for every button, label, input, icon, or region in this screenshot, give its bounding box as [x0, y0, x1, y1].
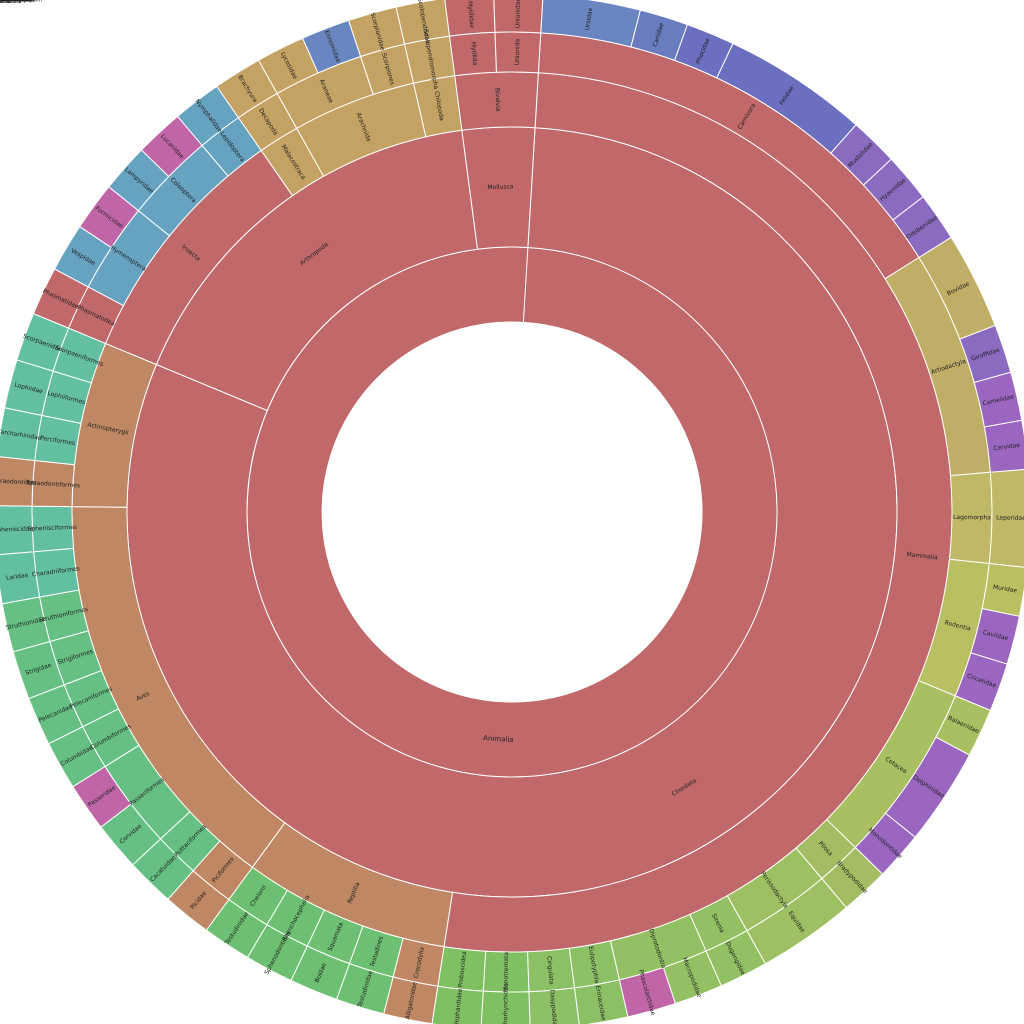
- label-walrus: Walrus: [0, 0, 10, 4]
- label-woolly-mammoth: Woolly mammoth: [0, 0, 27, 4]
- label-giraffe: Giraffe: [0, 0, 10, 4]
- label-monarch-butterfly: Monarch Butterfly: [0, 0, 27, 4]
- label-bowhead-whale: Bowhead Whale: [0, 0, 24, 4]
- label-muridae: Muridae: [992, 584, 1017, 595]
- label-leporidae: Leporidae: [996, 514, 1024, 521]
- label-ornithorhynchidae: Ornithorhynchidae: [502, 983, 510, 1024]
- label-dasypodidae: Dasypodidae: [548, 990, 558, 1024]
- label-elephantidae: Elephantidae: [453, 988, 464, 1024]
- label-common-bottlenose-dolphin: Common bottlenose dolphin: [0, 0, 43, 4]
- label-narwhal: Narwhal: [0, 0, 13, 4]
- label-european-rabbit: European rabbit: [0, 0, 25, 4]
- label-blowfish: Blowfish: [0, 0, 13, 4]
- label-dodo: Dodo: [0, 0, 8, 4]
- label-tiger: Tiger: [0, 0, 8, 4]
- label-koala: Koala: [0, 0, 8, 4]
- label-tarantula: Tarantula: [0, 0, 14, 4]
- label-ostrich: Ostrich: [0, 0, 11, 4]
- label-giant-forest-scorpion: Giant forest scorpion: [0, 0, 32, 4]
- label-laridae: Laridae: [6, 572, 29, 582]
- label-tetraodontidae: Tetraodontidae: [0, 477, 37, 487]
- sector-animalia[interactable]: [247, 247, 777, 777]
- label-spotted-hyena: Spotted hyena: [0, 0, 22, 4]
- label-pacific-gull: Pacific Gull: [0, 0, 17, 4]
- label-hedgehog: Hedgehog: [0, 0, 16, 4]
- label-donkey: Donkey: [0, 0, 12, 4]
- label-spheniscidae: Spheniscidae: [0, 525, 34, 533]
- label-golden-stag-beetle: Golden Stag Beetle: [0, 0, 29, 4]
- label-hairy-clawed-crab: Hairy-clawed Crab: [0, 0, 28, 4]
- label-firefly: Firefly: [0, 0, 9, 4]
- label-dugong: Dugong: [0, 0, 12, 4]
- label-lion: Lion: [0, 0, 6, 4]
- label-house-sparrow: House Sparrow: [0, 0, 23, 4]
- label-unionidae: Unionidae: [514, 0, 521, 28]
- label-velvet-mite: Velvet mite: [0, 0, 17, 4]
- label-giant-desert-centipede: Giant desert centipede: [0, 0, 35, 4]
- label-roborovski-hamster: Roborovski hamster: [0, 0, 30, 4]
- label-mink: Mink: [0, 0, 8, 4]
- label-boa-constrictor: Boa constrictor: [0, 0, 23, 4]
- label-ursidae: Ursidae: [584, 7, 594, 31]
- label-brown-throated-sloth: Brown-throated sloth: [0, 0, 32, 4]
- label-cervidae: Cervidae: [993, 442, 1021, 452]
- label-aldabra-giant-tortoise: Aldabra giant tortoise: [0, 0, 33, 4]
- label-giant-walking-stick: Giant walking stick: [0, 0, 29, 4]
- label-harbor-seal: Harbor seal: [0, 0, 18, 4]
- label-european-wasp: European wasp: [0, 0, 23, 4]
- label-great-white-pelican: Great White Pelican: [0, 0, 30, 4]
- label-tetraodontiformes: Tetraodontiformes: [24, 479, 80, 489]
- label-unionida: Unionida: [514, 38, 521, 65]
- label-common-magpie: Common Magpie: [0, 0, 26, 4]
- label-american-bison: American bison: [0, 0, 23, 4]
- label-bivalvia: Bivalvia: [494, 88, 502, 112]
- label-weaver-ant: Weaver ant: [0, 0, 18, 4]
- label-killer-whale: Killer whale: [0, 0, 18, 4]
- label-cingulata: Cingulata: [545, 956, 554, 985]
- label-brown-bear: Brown Bear: [0, 0, 18, 4]
- label-tuatara: Tuatara: [0, 0, 12, 4]
- label-goat: Goat: [0, 0, 8, 4]
- label-llama: Llama: [0, 0, 9, 4]
- label-monotremata: Monotremata: [503, 951, 511, 992]
- label-mammalia: Mammalia: [906, 551, 938, 561]
- label-animalia: Animalia: [483, 734, 514, 744]
- label-guinea-pig: Guinea pig: [0, 0, 16, 4]
- label-little-owl: Little Owl: [0, 0, 14, 4]
- label-cockatoo: Cockatoo: [0, 0, 14, 4]
- label-scorpionfish: Scorpionfish: [0, 0, 19, 4]
- label-nine-banded-armadillo: Nine-banded armadillo: [0, 0, 35, 4]
- label-leopard: Leopard: [0, 0, 12, 4]
- label-platypus: Platypus: [0, 0, 13, 4]
- label-penguin: Penguin: [0, 0, 12, 4]
- label-lophius-piscatorius: Lophius piscatorius: [0, 0, 29, 4]
- label-reindeer: Reindeer: [0, 0, 14, 4]
- label-black-rat: Black Rat: [0, 0, 15, 4]
- label-mollusca: Mollusca: [487, 183, 514, 191]
- label-proboscidea: Proboscidea: [457, 951, 468, 988]
- label-blue-mussel: Blue mussel: [0, 0, 19, 4]
- label-sphenisciformes: Sphenisciformes: [27, 524, 77, 533]
- label-carcharodon-carcharias: Carcharodon carcharias: [0, 0, 36, 4]
- label-arctic-hare: Arctic hare: [0, 0, 17, 4]
- sector-unionidae[interactable]: [493, 0, 544, 34]
- label-zebra: Zebra: [0, 0, 9, 4]
- label-tortoise: Tortoise: [0, 0, 12, 4]
- label-dog: Dog: [0, 0, 6, 4]
- label-african-clam: African clam: [0, 0, 19, 4]
- label-alligator: Alligator: [0, 0, 13, 4]
- label-giant-panda: Giant Panda: [0, 0, 19, 4]
- label-mytilida: Mytilida: [469, 42, 478, 66]
- label-mytilidae: Mytilidae: [466, 1, 475, 29]
- label-lagomorpha: Lagomorpha: [953, 514, 991, 521]
- label-eastern-grey-kangaroo: Eastern grey kangaroo: [0, 0, 34, 4]
- label-black-woodpecker: Black Woodpecker: [0, 0, 28, 4]
